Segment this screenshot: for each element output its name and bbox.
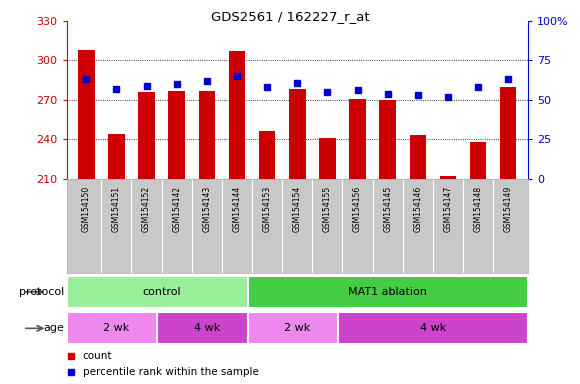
Text: GSM154151: GSM154151 (112, 186, 121, 232)
Bar (67, 313, 166, 344)
Bar (248, 313, 347, 344)
Bar (138, 92, 155, 179)
Text: 2 wk: 2 wk (103, 323, 129, 333)
Text: 2 wk: 2 wk (284, 323, 310, 333)
Bar (338, 313, 528, 344)
Text: GSM154149: GSM154149 (503, 186, 513, 232)
Text: GSM154146: GSM154146 (414, 186, 422, 232)
Bar (289, 89, 306, 179)
Bar (379, 100, 396, 179)
Bar (248, 276, 528, 308)
Bar (78, 50, 95, 179)
Text: count: count (83, 351, 113, 361)
Bar (500, 87, 517, 179)
Text: 4 wk: 4 wk (194, 323, 220, 333)
Text: GDS2561 / 162227_r_at: GDS2561 / 162227_r_at (211, 10, 369, 23)
Text: MAT1 ablation: MAT1 ablation (348, 287, 427, 297)
Bar (409, 135, 426, 179)
Text: GSM154155: GSM154155 (323, 186, 332, 232)
Bar (168, 91, 185, 179)
Bar (319, 138, 336, 179)
Bar (67, 276, 256, 308)
Text: GSM154154: GSM154154 (293, 186, 302, 232)
Text: protocol: protocol (19, 287, 64, 297)
Text: GSM154145: GSM154145 (383, 186, 392, 232)
Text: GSM154144: GSM154144 (233, 186, 241, 232)
Text: GSM154156: GSM154156 (353, 186, 362, 232)
Text: 4 wk: 4 wk (420, 323, 446, 333)
Bar (108, 134, 125, 179)
Text: GSM154143: GSM154143 (202, 186, 211, 232)
Text: GSM154150: GSM154150 (82, 186, 91, 232)
Bar (198, 91, 215, 179)
Bar (349, 99, 366, 179)
Text: GSM154142: GSM154142 (172, 186, 181, 232)
Text: GSM154147: GSM154147 (444, 186, 452, 232)
Bar (440, 176, 456, 179)
Bar (470, 142, 487, 179)
Bar (157, 313, 256, 344)
Text: control: control (142, 287, 181, 297)
Text: GSM154153: GSM154153 (263, 186, 271, 232)
Text: percentile rank within the sample: percentile rank within the sample (83, 367, 259, 377)
Text: GSM154148: GSM154148 (474, 186, 483, 232)
Bar (229, 51, 245, 179)
Text: age: age (43, 323, 64, 333)
Bar (259, 131, 276, 179)
Text: GSM154152: GSM154152 (142, 186, 151, 232)
